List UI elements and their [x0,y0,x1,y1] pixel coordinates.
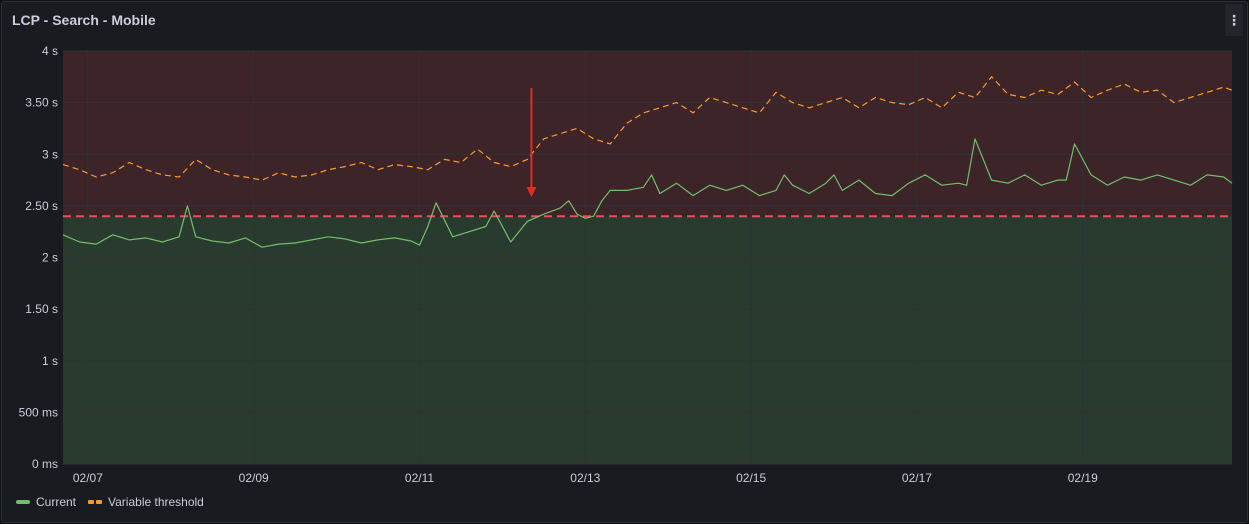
series-lines [62,76,1233,248]
good-region [63,216,1232,464]
y-tick-label: 2 s [42,251,58,265]
x-axis-ticks: 02/07 02/09 02/11 02/13 02/15 02/17 02/19 [73,471,1098,485]
y-tick-label: 4 s [42,44,58,58]
grid-lines [63,50,1232,465]
legend-label: Current [36,495,77,509]
x-tick-label: 02/11 [405,471,434,485]
y-tick-label: 1 s [42,354,58,368]
x-tick-label: 02/13 [570,471,600,485]
x-tick-label: 02/15 [736,471,766,485]
variable-threshold-line [62,76,1233,181]
panel-menu-icon[interactable]: ⋮ [1225,4,1243,36]
annotation-arrow-head [526,187,537,197]
y-tick-label: 3 s [42,147,58,161]
legend: Current Variable threshold [16,495,204,509]
x-tick-label: 02/07 [73,471,103,485]
y-tick-label: 1.50 s [25,302,58,316]
y-tick-label: 0 ms [32,457,58,471]
bad-region [63,51,1232,217]
y-axis-ticks: 0 ms 500 ms 1 s 1.50 s 2 s 2.50 s 3 s 3.50 s 4 s [19,44,58,471]
x-tick-label: 02/09 [239,471,269,485]
threshold-swatch-icon [88,500,103,504]
current-swatch-icon [16,500,30,504]
y-tick-label: 2.50 s [25,199,58,213]
legend-label: Variable threshold [108,495,204,509]
x-tick-label: 02/19 [1068,471,1098,485]
panel-title: LCP - Search - Mobile [12,12,156,28]
legend-item-current[interactable]: Current [16,495,76,509]
y-tick-label: 3.50 s [25,96,58,110]
legend-item-variable-threshold[interactable]: Variable threshold [88,495,204,509]
y-tick-label: 500 ms [19,405,58,419]
annotations [526,88,537,197]
x-tick-label: 02/17 [902,471,932,485]
current-series-line [62,138,1233,248]
